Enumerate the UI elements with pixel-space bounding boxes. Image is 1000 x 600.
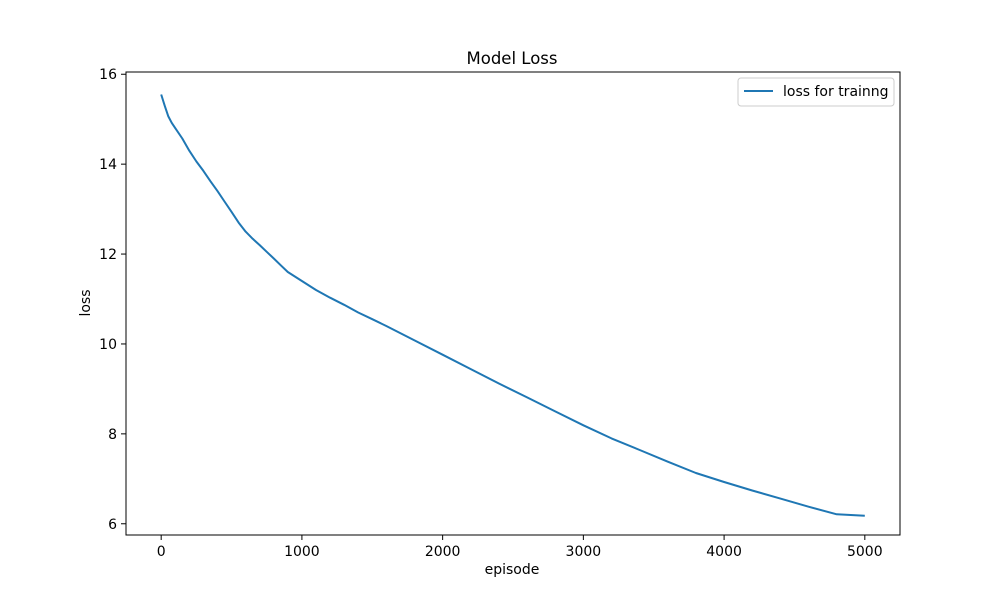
- y-tick-label: 8: [108, 427, 117, 443]
- x-tick-label: 1000: [284, 544, 320, 560]
- x-tick-label: 2000: [425, 544, 461, 560]
- legend-label: loss for trainng: [783, 84, 889, 100]
- y-tick-label: 12: [99, 247, 117, 263]
- plot-frame: [125, 71, 901, 536]
- y-tick-label: 16: [99, 67, 117, 83]
- series-line-loss-for-trainng: [160, 94, 865, 517]
- y-tick-label: 10: [99, 337, 117, 353]
- x-tick-label: 5000: [847, 544, 883, 560]
- plot-area: 0 1000 2000 3000 4000 5000 6 8 10 12 14 16: [99, 67, 901, 560]
- x-tick-label: 4000: [706, 544, 742, 560]
- y-tick-label: 6: [108, 517, 117, 533]
- y-axis-label: loss: [78, 289, 94, 316]
- x-tick-label: 3000: [566, 544, 602, 560]
- x-axis-label: episode: [485, 562, 540, 578]
- y-tick-label: 14: [99, 157, 117, 173]
- x-tick-label: 0: [157, 544, 166, 560]
- legend-box: [737, 77, 895, 107]
- chart-title: Model Loss: [467, 49, 558, 68]
- legend: loss for trainng: [737, 77, 895, 107]
